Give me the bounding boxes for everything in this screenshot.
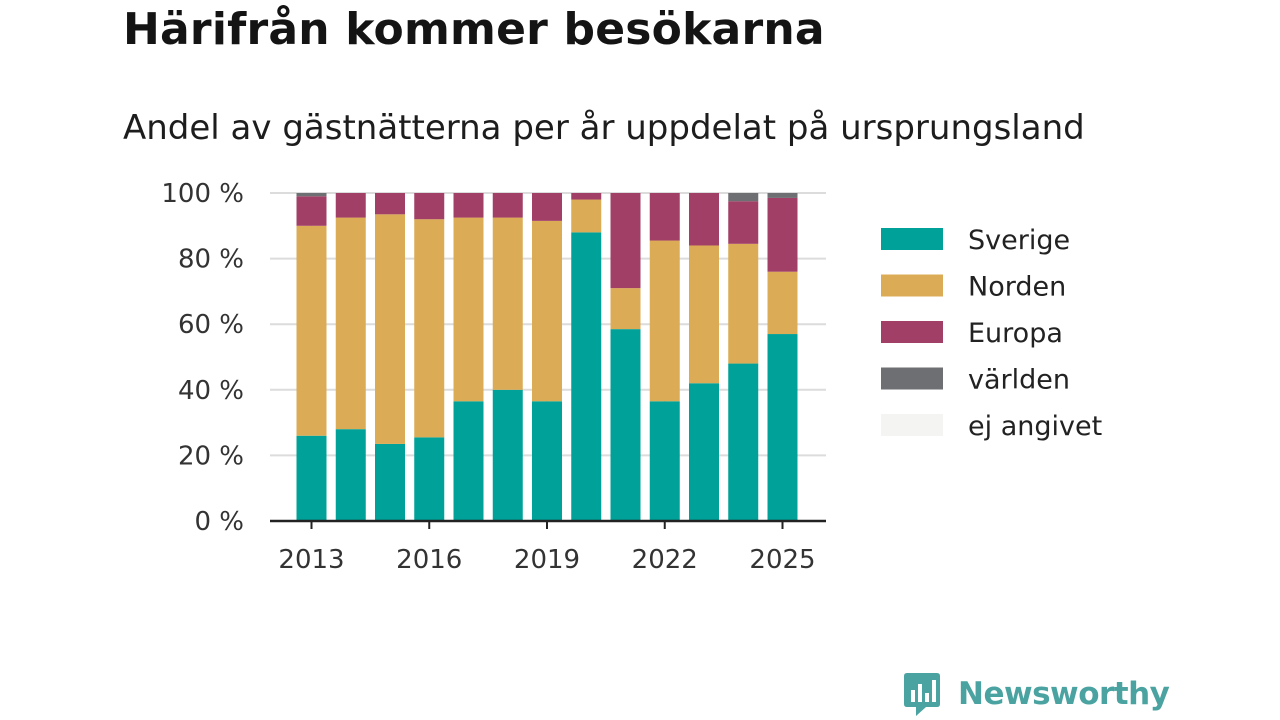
bar-segment-norden xyxy=(767,271,798,335)
x-tick-label: 2016 xyxy=(396,545,462,575)
bar-segment-europa xyxy=(335,193,366,218)
chart-subtitle: Andel av gästnätterna per år uppdelat på… xyxy=(123,108,1085,148)
legend-swatch xyxy=(881,228,943,250)
bar-segment-sverige xyxy=(689,383,719,521)
legend-swatch xyxy=(881,321,943,343)
bar-segment-sverige xyxy=(335,429,366,521)
legend-label: Sverige xyxy=(968,225,1070,256)
bar-segment-norden xyxy=(532,220,562,402)
bar-segment-europa xyxy=(610,193,641,289)
y-axis-tick-labels: 0 % 20 % 40 % 60 % 80 % 100 % xyxy=(161,179,244,537)
bar-segment-sverige xyxy=(414,437,445,521)
bar-segment-sverige xyxy=(728,363,759,521)
legend-label: världen xyxy=(968,365,1070,396)
legend-swatch xyxy=(881,274,943,297)
legend-label: ej angivet xyxy=(968,411,1102,442)
bar-segment-norden xyxy=(492,217,523,390)
bar-segment-sverige xyxy=(296,435,327,521)
y-tick-label: 40 % xyxy=(178,376,244,406)
bar-segment-norden xyxy=(296,225,327,436)
bar-segment-sverige xyxy=(767,334,798,521)
bar-segment-norden xyxy=(610,288,641,330)
bar-segment-sverige xyxy=(532,401,562,521)
bar-segment-norden xyxy=(689,245,719,384)
legend-swatch xyxy=(881,414,943,436)
x-tick-label: 2013 xyxy=(278,545,344,575)
bar-segment-norden xyxy=(453,217,484,402)
bar-segment-europa xyxy=(728,201,759,244)
newsworthy-logo: Newsworthy xyxy=(902,670,1170,718)
bar-segment-norden xyxy=(571,199,602,233)
bar-segment-sverige xyxy=(453,401,484,521)
y-tick-label: 20 % xyxy=(178,441,244,471)
y-tick-label: 80 % xyxy=(178,245,244,275)
bar-segment-europa xyxy=(689,193,719,246)
bar-segment-europa xyxy=(767,197,798,272)
bar-segment-sverige xyxy=(492,389,523,521)
newsworthy-logo-icon xyxy=(904,673,940,716)
bar-segment-norden xyxy=(335,217,366,430)
bar-segment-världen xyxy=(767,193,798,198)
y-tick-label: 100 % xyxy=(161,179,244,209)
chart-title: Härifrån kommer besökarna xyxy=(123,4,825,55)
y-tick-label: 60 % xyxy=(178,310,244,340)
x-tick-label: 2025 xyxy=(749,545,815,575)
y-tick-label: 0 % xyxy=(194,507,244,537)
x-axis-tick-labels: 2013 2016 2019 2022 2025 xyxy=(278,545,815,575)
bar-segment-norden xyxy=(375,214,405,444)
stacked-bar-chart: 0 % 20 % 40 % 60 % 80 % 100 % 2013 2016 2019 202… xyxy=(161,179,1102,575)
bar-segment-europa xyxy=(649,193,680,241)
bar-segment-sverige xyxy=(649,401,680,521)
bar-segment-europa xyxy=(492,193,523,218)
bar-segment-norden xyxy=(414,219,445,438)
bar-segment-norden xyxy=(649,240,680,402)
bar-segment-världen xyxy=(296,193,327,197)
bar-segment-sverige xyxy=(610,329,641,521)
bar-segment-norden xyxy=(728,243,759,364)
legend-label: Norden xyxy=(968,272,1066,303)
bar-series xyxy=(296,193,798,522)
x-tick-label: 2019 xyxy=(514,545,580,575)
axes xyxy=(270,519,826,529)
bar-segment-sverige xyxy=(571,232,602,522)
x-tick-label: 2022 xyxy=(632,545,698,575)
brand-name: Newsworthy xyxy=(958,676,1170,712)
bar-segment-sverige xyxy=(375,443,405,521)
bar-segment-europa xyxy=(532,193,562,221)
bar-segment-europa xyxy=(453,193,484,218)
bar-segment-europa xyxy=(571,193,602,200)
bar-segment-europa xyxy=(296,196,327,226)
legend-label: Europa xyxy=(968,318,1063,349)
bar-segment-europa xyxy=(414,193,445,220)
legend-swatch xyxy=(881,367,943,390)
bar-segment-europa xyxy=(375,193,405,215)
bar-segment-världen xyxy=(728,193,759,202)
legend: Sverige Norden Europa världen ej angivet xyxy=(881,225,1102,442)
